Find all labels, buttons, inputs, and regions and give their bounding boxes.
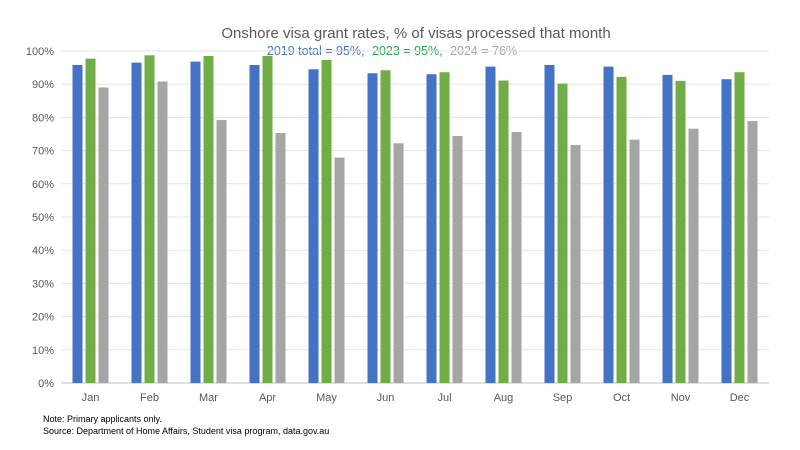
bar-2024-sep <box>570 144 581 383</box>
y-tick-label: 50% <box>32 212 54 224</box>
source-text: Source: Department of Home Affairs, Stud… <box>43 425 330 436</box>
y-axis: 0% 10% 20% 30% 40% 50% 60% 70% 80% 90% 100% <box>26 46 54 390</box>
bar-2024-apr <box>275 133 286 383</box>
bar-2019-feb <box>131 62 142 384</box>
x-tick-label: Jul <box>437 392 451 404</box>
bar-2024-aug <box>511 132 522 383</box>
bar-2019-mar <box>190 61 201 384</box>
bar-2023-feb <box>144 55 155 383</box>
y-tick-label: 70% <box>32 146 54 158</box>
bar-2023-may <box>321 59 332 384</box>
x-tick-label: Jan <box>82 392 100 404</box>
bar-2023-dec <box>734 72 745 384</box>
bar-2024-may <box>334 157 345 383</box>
grid <box>61 50 769 384</box>
bar-2023-apr <box>262 55 273 383</box>
bar-2019-apr <box>249 64 260 383</box>
y-tick-label: 90% <box>32 79 54 91</box>
x-tick-label: May <box>316 392 337 404</box>
bar-2019-aug <box>485 66 496 383</box>
x-tick-label: Aug <box>494 392 514 404</box>
bar-2023-oct <box>616 76 627 383</box>
x-tick-label: Jun <box>377 392 395 404</box>
y-tick-label: 10% <box>32 345 54 357</box>
bar-2024-jan <box>98 87 109 384</box>
y-tick-label: 20% <box>32 312 54 324</box>
y-tick-label: 100% <box>26 46 54 58</box>
x-tick-label: Dec <box>730 392 750 404</box>
bar-2024-jun <box>393 143 404 383</box>
bar-2024-mar <box>216 120 227 383</box>
chart-notes: Note: Primary applicants only. Source: D… <box>43 414 329 437</box>
x-axis: Jan Feb Mar Apr May Jun Jul Aug Sep Oct Nov Dec <box>82 392 750 404</box>
y-tick-label: 30% <box>32 278 54 290</box>
bar-2023-nov <box>675 80 686 383</box>
bar-2023-jun <box>380 70 391 384</box>
x-tick-label: Nov <box>671 392 691 404</box>
bar-2024-feb <box>157 81 168 383</box>
bar-2023-mar <box>203 55 214 383</box>
x-tick-label: Oct <box>613 392 630 404</box>
y-tick-label: 40% <box>32 245 54 257</box>
note-text: Note: Primary applicants only. <box>43 414 162 424</box>
bar-2019-jan <box>72 64 83 383</box>
bar-2019-oct <box>603 66 614 383</box>
bar-2024-dec <box>747 121 758 383</box>
bar-2019-jun <box>367 73 378 383</box>
bar-2019-sep <box>544 64 555 383</box>
bar-2024-nov <box>688 128 699 383</box>
bar-2023-jan <box>85 58 96 384</box>
bar-2019-may <box>308 69 319 383</box>
x-tick-label: Sep <box>553 392 573 404</box>
bar-2023-jul <box>439 72 450 384</box>
x-tick-label: Apr <box>259 392 276 404</box>
x-tick-label: Mar <box>199 392 218 404</box>
bar-2023-sep <box>557 83 568 383</box>
y-tick-label: 80% <box>32 112 54 124</box>
bar-2019-jul <box>426 74 437 384</box>
chart-title: Onshore visa grant rates, % of visas pro… <box>221 25 610 42</box>
bars <box>72 55 758 384</box>
y-tick-label: 0% <box>38 378 54 390</box>
x-tick-label: Feb <box>140 392 159 404</box>
bar-2024-jul <box>452 135 463 383</box>
y-tick-label: 60% <box>32 179 54 191</box>
bar-2023-aug <box>498 80 509 383</box>
bar-2024-oct <box>629 139 640 383</box>
chart-subtitle: 2019 total = 95%, 2023 = 95%, 2024 = 76% <box>267 44 517 58</box>
bar-2019-dec <box>721 79 732 383</box>
bar-2019-nov <box>662 74 673 384</box>
